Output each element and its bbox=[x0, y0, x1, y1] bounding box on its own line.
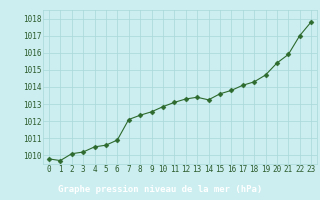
Text: Graphe pression niveau de la mer (hPa): Graphe pression niveau de la mer (hPa) bbox=[58, 186, 262, 194]
